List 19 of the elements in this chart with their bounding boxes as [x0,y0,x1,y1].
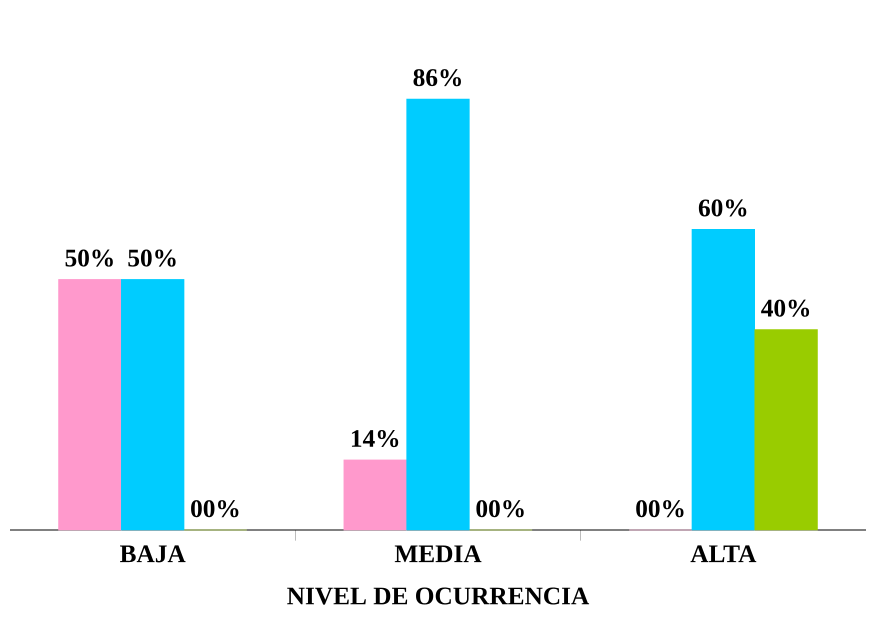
data-label: 00% [636,500,684,518]
bar [121,279,184,530]
x-tick-label: BAJA [120,545,186,562]
data-label: 86% [414,69,461,86]
x-axis-title: NIVEL DE OCURRENCIA [287,588,590,605]
data-label: 00% [476,500,524,518]
bar [406,98,470,530]
bar [344,460,407,530]
data-label: 50% [66,250,113,267]
bar [692,229,756,530]
x-tick-label: ALTA [690,545,756,562]
x-tick-label: MEDIA [394,545,482,562]
data-label: 14% [352,430,398,448]
data-label: 00% [191,500,238,518]
data-label: 50% [128,250,176,267]
bar [58,279,122,530]
data-label: 60% [698,199,746,217]
data-label: 40% [761,300,810,317]
bar [754,329,818,530]
